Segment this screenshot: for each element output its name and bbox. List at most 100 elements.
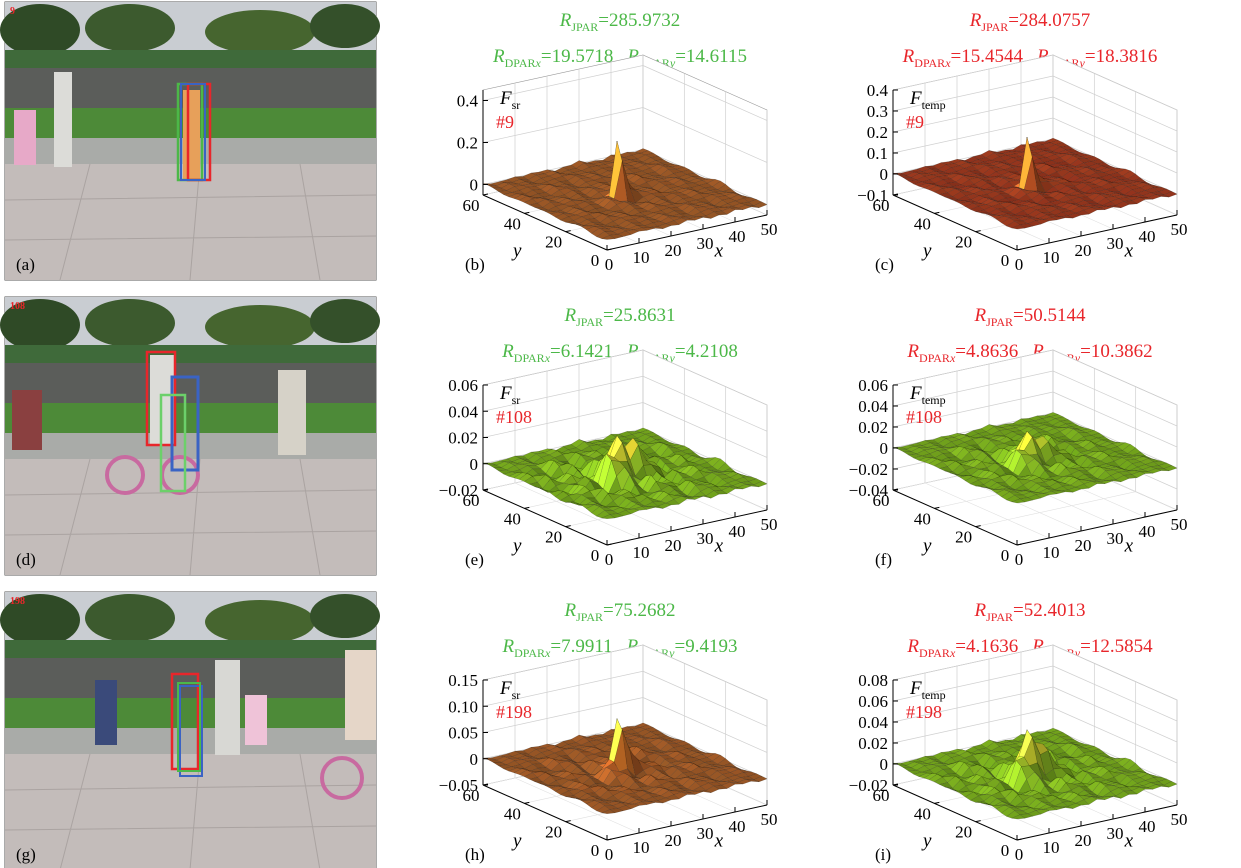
surface-plot: RJPAR=284.0757RDPARx=15.4544​RDPARy=18.3… — [857, 10, 1187, 274]
z-tick-label: 0.02 — [448, 429, 478, 448]
y-tick-label: 40 — [504, 214, 521, 233]
x-tick-label: 30 — [1107, 529, 1124, 548]
tick-mark — [1017, 544, 1022, 545]
x-tick-label: 30 — [1107, 824, 1124, 843]
metric-jpar: RJPAR=52.4013 — [974, 600, 1086, 624]
z-label-subscript: sr — [512, 393, 521, 407]
metric-value: =18.3816 — [1085, 46, 1157, 67]
metric-symbol: R — [974, 305, 987, 326]
metric-subscript: JPAR — [981, 20, 1008, 34]
metric-subscript: JPAR — [986, 610, 1013, 624]
metric-value: =75.2682 — [603, 600, 675, 621]
photo-frame-number: 198 — [10, 596, 25, 607]
metric-subscript: DPAR — [919, 646, 950, 660]
z-tick-label: 0.04 — [448, 402, 478, 421]
z-label-symbol: F — [909, 88, 922, 109]
z-tick-label: 0.04 — [858, 713, 888, 732]
tick-mark — [524, 507, 529, 508]
metric-symbol: R — [906, 636, 919, 657]
z-label-symbol: F — [909, 678, 922, 699]
tick-mark — [607, 249, 612, 250]
frame-number: #9 — [496, 112, 514, 132]
surface-plot: RJPAR=75.2682RDPARx=7.9911​RDPARy=9.4193… — [439, 600, 778, 864]
x-tick-label: 20 — [1075, 241, 1092, 260]
frame-number: #198 — [906, 702, 942, 722]
metric-value: =25.8631 — [603, 305, 675, 326]
z-tick-label: 0.08 — [858, 671, 888, 690]
y-axis-label: y — [921, 536, 932, 557]
metric-symbol: R — [969, 10, 982, 31]
x-tick-label: 40 — [1139, 817, 1156, 836]
metric-jpar: RJPAR=75.2682 — [564, 600, 676, 624]
y-tick-label: 40 — [914, 804, 931, 823]
metric-value: =10.3862 — [1080, 341, 1152, 362]
metric-subscript: DPAR — [514, 351, 545, 365]
y-tick-label: 20 — [545, 233, 562, 252]
surface-plot: RJPAR=50.5144RDPARx=4.8636​RDPARy=10.386… — [849, 305, 1188, 569]
z-tick-label: 0 — [470, 750, 479, 769]
z-tick-label: 0.02 — [858, 734, 888, 753]
z-tick-label: 0.05 — [448, 724, 478, 743]
metric-subscript: DPAR — [505, 56, 536, 70]
surface-plot: RJPAR=52.4013RDPARx=4.1636​RDPARy=12.585… — [849, 600, 1188, 864]
y-tick-label: 0 — [591, 251, 600, 270]
y-tick-label: 40 — [914, 214, 931, 233]
y-tick-label: 0 — [1001, 546, 1010, 565]
z-tick-label: 0.3 — [867, 102, 888, 121]
z-tick-label: −0.02 — [849, 460, 888, 479]
metric-symbol: R — [974, 600, 987, 621]
x-axis-label: x — [1124, 240, 1134, 261]
z-tick-label: 0.2 — [457, 134, 478, 153]
tick-mark — [566, 821, 571, 822]
x-tick-label: 30 — [697, 234, 714, 253]
x-tick-label: 20 — [1075, 536, 1092, 555]
panel-label: (g) — [16, 845, 36, 864]
tick-mark — [1017, 249, 1022, 250]
metric-jpar: RJPAR=25.8631 — [564, 305, 676, 329]
z-label-subscript: temp — [922, 393, 946, 407]
surface-plot: RJPAR=285.9732RDPARx=19.5718​RDPARy=14.6… — [457, 10, 778, 274]
metric-symbol: R — [501, 341, 514, 362]
metric-value: =285.9732 — [598, 10, 680, 31]
panel-label: (h) — [465, 845, 485, 864]
metric-value: =4.1636 — [955, 636, 1018, 657]
surface-plot: RJPAR=25.8631RDPARx=6.1421​RDPARy=4.2108… — [439, 305, 778, 569]
metric-symbol: R — [564, 600, 577, 621]
y-tick-label: 0 — [591, 841, 600, 860]
x-tick-label: 10 — [1043, 248, 1060, 267]
y-tick-label: 60 — [463, 491, 480, 510]
metric-subscript: JPAR — [986, 315, 1013, 329]
x-tick-label: 50 — [761, 810, 778, 829]
x-axis-label: x — [1124, 830, 1134, 851]
x-tick-label: 50 — [761, 515, 778, 534]
tick-mark — [976, 231, 981, 232]
y-tick-label: 60 — [463, 196, 480, 215]
z-tick-label: 0 — [880, 165, 889, 184]
tick-mark — [607, 839, 612, 840]
metric-jpar: RJPAR=285.9732 — [559, 10, 681, 34]
z-tick-label: 0 — [880, 439, 889, 458]
x-tick-label: 0 — [605, 845, 614, 864]
metric-value: =12.5854 — [1080, 636, 1153, 657]
metric-value: =9.4193 — [675, 636, 738, 657]
tick-mark — [566, 231, 571, 232]
grid-line — [976, 492, 1136, 527]
metric-subscript: JPAR — [576, 315, 603, 329]
y-tick-label: 40 — [914, 509, 931, 528]
y-tick-label: 0 — [1001, 251, 1010, 270]
x-tick-label: 40 — [1139, 227, 1156, 246]
metric-subscript: DPAR — [914, 56, 945, 70]
z-label-symbol: F — [499, 678, 512, 699]
z-tick-label: 0.06 — [448, 376, 478, 395]
y-tick-label: 40 — [504, 509, 521, 528]
tick-mark — [524, 802, 529, 803]
x-tick-label: 50 — [1171, 810, 1188, 829]
panel-label: (e) — [465, 550, 484, 569]
panel-label: (a) — [16, 255, 35, 274]
panel-label: (c) — [875, 255, 894, 274]
tick-mark — [976, 821, 981, 822]
x-tick-label: 0 — [1015, 550, 1024, 569]
x-tick-label: 10 — [633, 248, 650, 267]
metric-symbol: R — [559, 10, 572, 31]
z-tick-label: 0.02 — [858, 418, 888, 437]
